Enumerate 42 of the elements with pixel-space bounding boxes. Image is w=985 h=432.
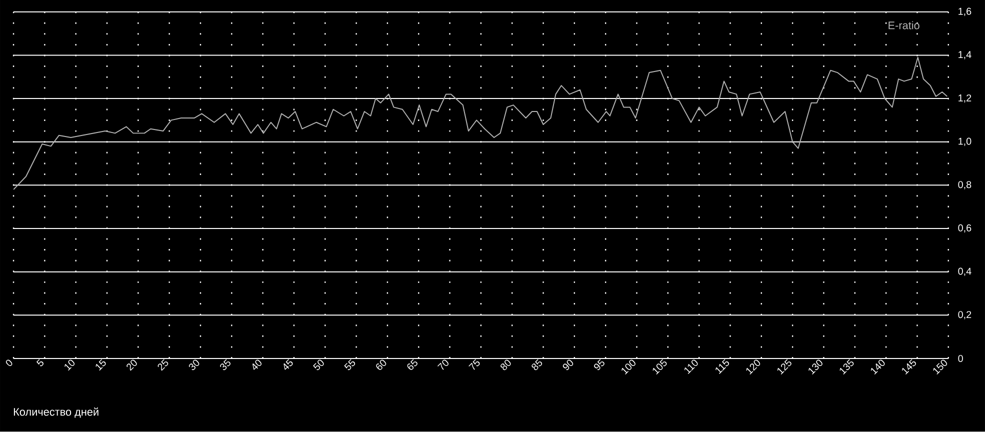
x-tick-label: 45	[284, 359, 293, 370]
x-tick-label: 0	[6, 360, 12, 366]
x-tick-label: 85	[532, 359, 542, 370]
x-axis-title: Количество дней	[14, 408, 98, 418]
x-tick-label: 110	[684, 360, 698, 374]
x-tick-label: 20	[126, 360, 137, 371]
x-tick-label: 120	[746, 360, 760, 375]
line-series	[14, 56, 948, 190]
x-tick-label: 130	[808, 360, 822, 375]
y-tick-label: 0,6	[958, 224, 972, 233]
y-tick-label: 0,8	[958, 181, 972, 190]
x-tick-label: 80	[500, 360, 511, 370]
x-tick-label: 35	[220, 359, 230, 370]
text: E-ratio	[888, 21, 920, 30]
x-tick-label: 40	[252, 360, 262, 370]
y-tick-label: 1,6	[958, 8, 972, 16]
x-tick-label: 150	[933, 360, 948, 375]
y-tick-label: 1,2	[958, 94, 972, 103]
x-tick-label: 105	[652, 359, 667, 375]
x-tick-label: 95	[594, 359, 604, 370]
x-tick-label: 30	[188, 360, 200, 370]
x-tick-label: 140	[870, 360, 885, 375]
x-tick-label: 75	[468, 359, 480, 370]
y-tick-label: 0,2	[958, 311, 972, 320]
x-tick-label: 145	[902, 359, 916, 375]
x-tick-label: 50	[313, 360, 324, 370]
x-tick-label: 90	[562, 360, 574, 370]
x-tick-label: 55	[344, 359, 356, 370]
x-tick-label: 100	[622, 360, 636, 375]
y-tick-label: 1,0	[958, 138, 972, 146]
y-tick-label: 0,4	[958, 268, 972, 276]
x-tick-label: 60	[376, 360, 386, 370]
x-tick-label: 135	[840, 359, 854, 375]
x-tick-label: 15	[96, 359, 106, 371]
x-tick-label: 5	[36, 359, 44, 366]
x-tick-label: 125	[777, 359, 792, 375]
x-tick-label: 25	[158, 359, 168, 371]
y-tick-label: 1,4	[958, 51, 972, 60]
x-tick-label: 10	[64, 360, 75, 371]
x-tick-label: 115	[716, 359, 730, 374]
x-tick-label: 70	[437, 360, 448, 370]
x-tick-label: 65	[407, 359, 418, 370]
